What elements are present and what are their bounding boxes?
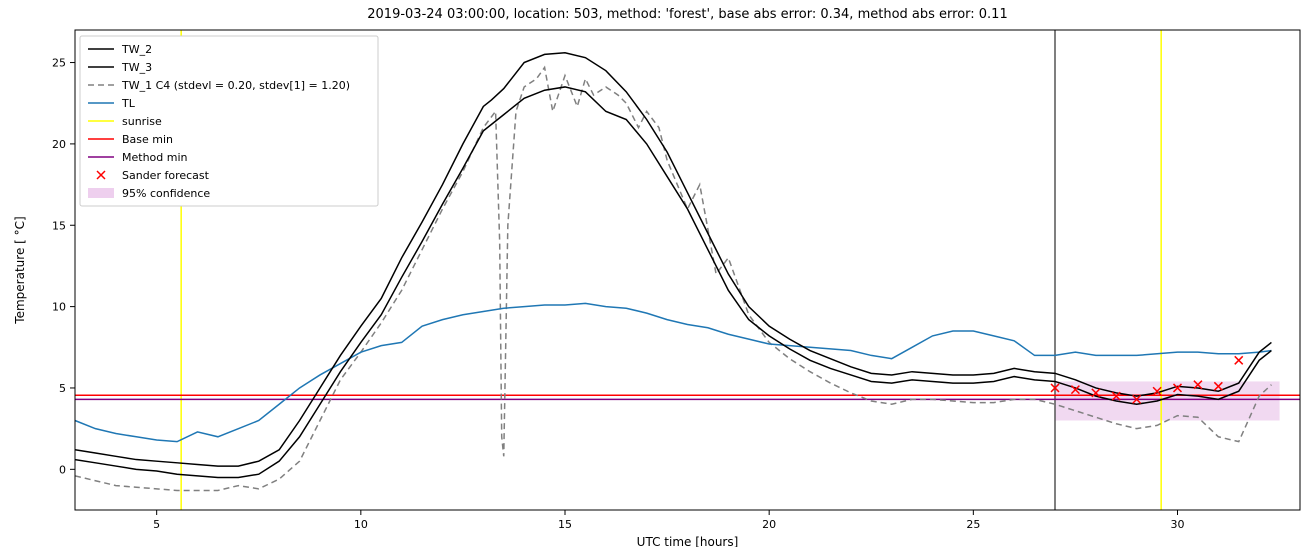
y-axis-label: Temperature [ °C] (13, 216, 27, 324)
legend: TW_2 TW_3 TW_1 C4 (stdevl = 0.20, stdev[1]… (80, 36, 378, 206)
chart-title: 2019-03-24 03:00:00, location: 503, meth… (367, 7, 1007, 22)
x-tick-label: 20 (762, 518, 776, 531)
y-tick-label: 5 (59, 382, 66, 395)
legend-label: TW_3 (121, 61, 152, 74)
legend-label: Base min (122, 133, 173, 146)
x-axis-label: UTC time [hours] (637, 535, 739, 547)
x-tick-label: 5 (153, 518, 160, 531)
y-tick-label: 0 (59, 463, 66, 476)
x-tick-label: 15 (558, 518, 572, 531)
x-tick-label: 25 (966, 518, 980, 531)
x-tick-label: 30 (1171, 518, 1185, 531)
y-tick-label: 20 (52, 138, 66, 151)
temperature-chart: 2019-03-24 03:00:00, location: 503, meth… (0, 0, 1310, 547)
legend-label: TW_1 C4 (stdevl = 0.20, stdev[1] = 1.20) (121, 79, 350, 92)
legend-label: TL (121, 97, 136, 110)
legend-label: Method min (122, 151, 188, 164)
x-tick-label: 10 (354, 518, 368, 531)
chart-container: 2019-03-24 03:00:00, location: 503, meth… (0, 0, 1310, 547)
y-tick-label: 10 (52, 301, 66, 314)
legend-label: Sander forecast (122, 169, 210, 182)
legend-label: sunrise (122, 115, 162, 128)
y-tick-label: 15 (52, 219, 66, 232)
legend-label: TW_2 (121, 43, 152, 56)
y-tick-label: 25 (52, 57, 66, 70)
legend-label: 95% confidence (122, 187, 210, 200)
